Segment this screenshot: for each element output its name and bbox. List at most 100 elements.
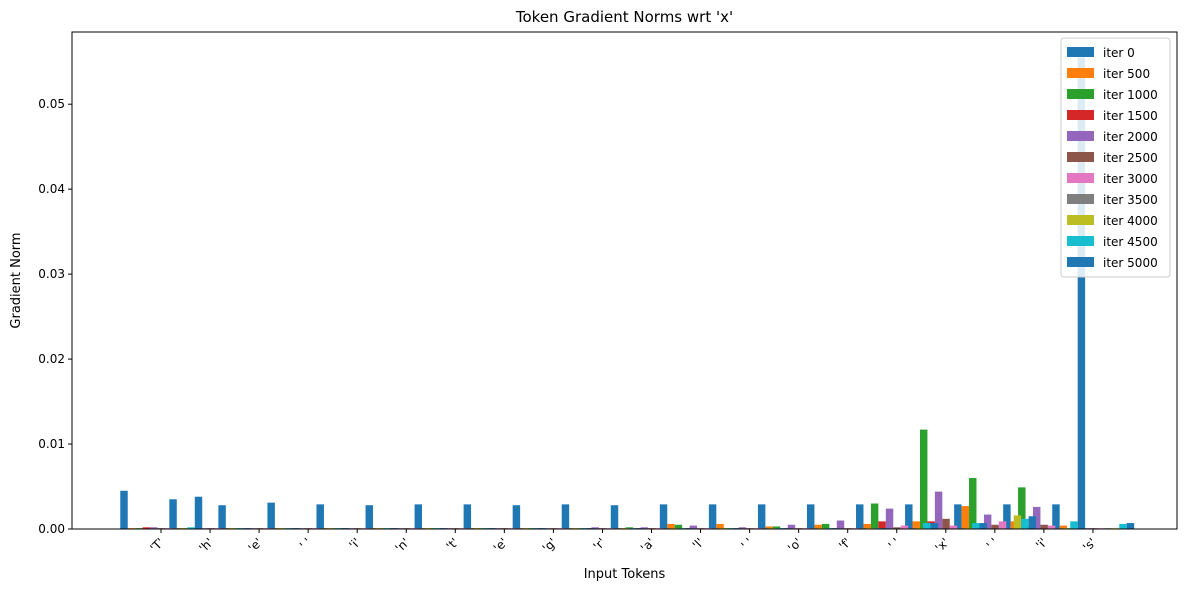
bar — [640, 527, 649, 529]
bar — [870, 503, 879, 529]
bar — [900, 525, 909, 529]
bar — [187, 527, 195, 529]
bar — [1077, 57, 1086, 529]
bar — [169, 499, 177, 529]
bar — [942, 518, 950, 529]
legend-label: iter 0 — [1103, 46, 1135, 60]
legend-label: iter 2500 — [1103, 151, 1158, 165]
bar — [949, 525, 958, 529]
bar — [998, 521, 1007, 529]
legend-swatch — [1067, 194, 1094, 204]
bar — [267, 502, 275, 529]
bar — [836, 520, 845, 529]
x-tick-label: 'e' — [245, 535, 265, 555]
y-tick-label: 0.02 — [38, 352, 65, 366]
bar — [856, 504, 864, 529]
bar — [1040, 524, 1048, 529]
bar — [316, 504, 324, 529]
bar — [969, 478, 977, 529]
x-tick-label: 'e' — [491, 535, 511, 555]
legend-label: iter 5000 — [1103, 256, 1158, 270]
bar — [610, 505, 619, 529]
legend-label: iter 500 — [1103, 67, 1150, 81]
bar — [1052, 504, 1060, 529]
y-tick-label: 0.04 — [38, 182, 65, 196]
bar — [923, 523, 931, 529]
bar — [757, 504, 766, 529]
bar — [983, 514, 992, 529]
bar — [772, 526, 781, 529]
bar — [1070, 521, 1078, 529]
bar — [667, 523, 675, 529]
bar — [930, 523, 938, 529]
legend-swatch — [1067, 89, 1094, 99]
bar — [512, 505, 521, 529]
bar — [674, 524, 683, 529]
legend-label: iter 4000 — [1103, 214, 1158, 228]
y-tick-label: 0.01 — [38, 437, 65, 451]
legend-swatch — [1067, 236, 1094, 246]
bar — [1018, 487, 1026, 529]
axes-frame — [71, 31, 1178, 530]
bar — [878, 521, 886, 529]
y-tick-label: 0.03 — [38, 267, 65, 281]
bar — [979, 523, 988, 529]
bar — [1013, 515, 1022, 529]
legend-swatch — [1067, 173, 1094, 183]
bar — [120, 490, 128, 529]
bar — [625, 527, 634, 529]
bar — [934, 491, 943, 529]
bar — [708, 504, 717, 529]
bar — [1028, 516, 1037, 529]
legend-label: iter 1000 — [1103, 88, 1158, 102]
bar — [1003, 504, 1011, 529]
bar — [814, 524, 822, 529]
bar — [561, 504, 570, 529]
legend-swatch — [1067, 68, 1094, 78]
legend-swatch — [1067, 110, 1094, 120]
y-tick-label: 0.00 — [38, 522, 65, 536]
bar — [150, 527, 158, 529]
y-ticks-group: 0.00 0.01 0.02 0.03 0.04 0.05 — [38, 97, 72, 536]
legend-swatch — [1067, 152, 1094, 162]
legend-swatch — [1067, 47, 1094, 57]
bar — [591, 527, 599, 529]
bar — [1119, 523, 1127, 529]
bar — [954, 504, 962, 529]
bar — [919, 429, 928, 529]
legend-label: iter 4500 — [1103, 235, 1158, 249]
bar — [218, 505, 226, 529]
bar — [1032, 506, 1041, 529]
legend-label: iter 3500 — [1103, 193, 1158, 207]
bar — [961, 506, 970, 529]
bar — [365, 505, 373, 529]
bar — [991, 524, 999, 529]
bar — [1126, 523, 1135, 529]
legend-swatch — [1067, 257, 1094, 267]
bar — [194, 496, 203, 529]
bar — [863, 523, 871, 529]
bar — [972, 523, 980, 529]
y-axis-label: Gradient Norm — [9, 232, 24, 328]
bar — [1021, 518, 1029, 529]
bar — [765, 526, 773, 529]
bar — [716, 523, 724, 529]
bar — [659, 504, 668, 529]
bar — [738, 527, 747, 529]
bar — [905, 504, 913, 529]
bar — [821, 523, 830, 529]
bar — [1047, 525, 1056, 529]
legend-swatch — [1067, 215, 1094, 225]
x-axis-label: Input Tokens — [584, 567, 666, 582]
bar — [885, 508, 894, 529]
legend: iter 0 iter 500 iter 1000 iter 1500 iter 200… — [1060, 37, 1171, 278]
bar — [893, 527, 901, 529]
chart-title: Token Gradient Norms wrt 'x' — [515, 8, 733, 26]
bar — [463, 504, 472, 529]
bar — [689, 525, 698, 529]
legend-label: iter 3000 — [1103, 172, 1158, 186]
bar — [414, 504, 423, 529]
